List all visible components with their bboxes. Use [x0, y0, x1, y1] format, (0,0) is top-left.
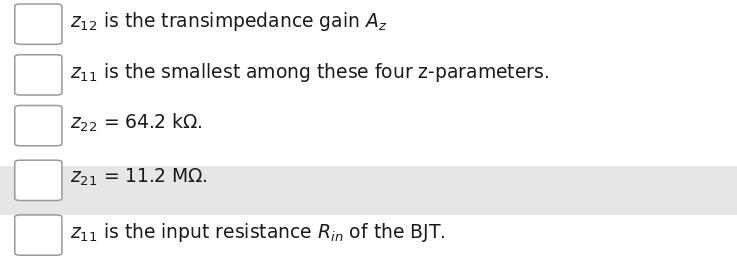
FancyBboxPatch shape — [15, 55, 62, 95]
FancyBboxPatch shape — [0, 166, 737, 215]
Text: $z_{22}$ = 64.2 kΩ.: $z_{22}$ = 64.2 kΩ. — [70, 112, 203, 134]
Text: $z_{11}$ is the input resistance $R_{in}$ of the BJT.: $z_{11}$ is the input resistance $R_{in}… — [70, 221, 445, 244]
FancyBboxPatch shape — [15, 4, 62, 44]
Text: $z_{11}$ is the smallest among these four z-parameters.: $z_{11}$ is the smallest among these fou… — [70, 61, 549, 84]
Text: $z_{12}$ is the transimpedance gain $A_z$: $z_{12}$ is the transimpedance gain $A_z… — [70, 10, 388, 33]
FancyBboxPatch shape — [15, 160, 62, 201]
FancyBboxPatch shape — [15, 215, 62, 255]
Text: $z_{21}$ = 11.2 MΩ.: $z_{21}$ = 11.2 MΩ. — [70, 167, 208, 188]
FancyBboxPatch shape — [15, 105, 62, 146]
